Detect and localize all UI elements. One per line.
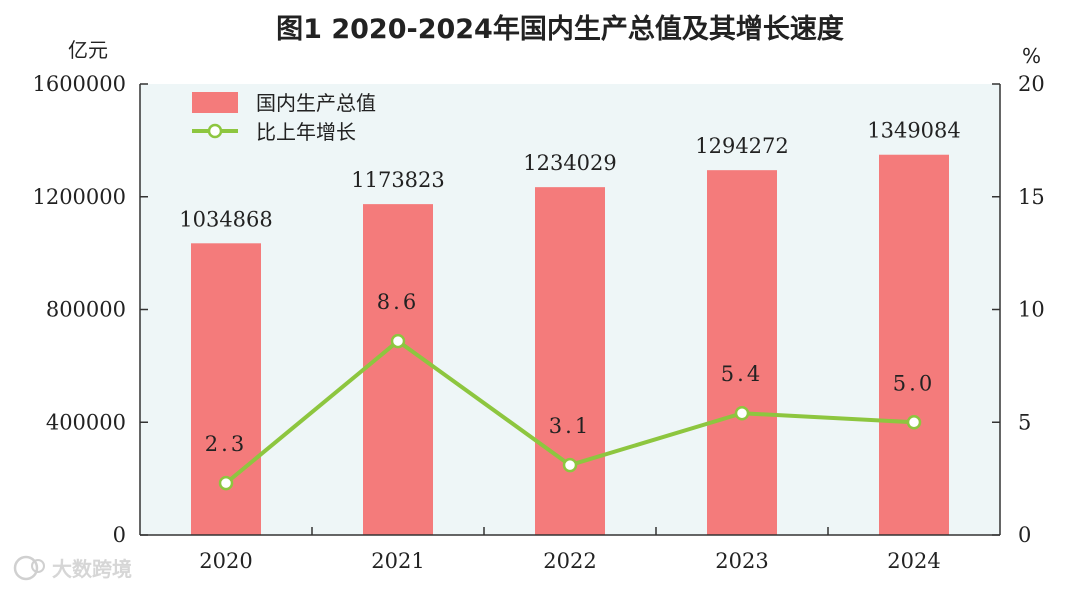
x-tick-label-2024: 2024 — [887, 549, 940, 573]
watermark: 大数跨境 — [13, 555, 132, 581]
point-growth-2021 — [390, 333, 406, 349]
legend-label-growth: 比上年增长 — [256, 120, 356, 144]
data-label-gdp-2023: 1294272 — [695, 134, 789, 158]
bar-gdp-2022 — [535, 187, 605, 535]
watermark-logo-dot-icon — [31, 559, 45, 573]
y-right-tick-label-15: 15 — [1018, 185, 1045, 209]
y-left-tick-label-1200000: 1200000 — [32, 185, 126, 209]
x-tick-label-2021: 2021 — [371, 549, 424, 573]
legend-label-gdp: 国内生产总值 — [256, 91, 376, 115]
point-growth-2023 — [734, 405, 750, 421]
point-growth-2022 — [562, 457, 578, 473]
data-label-gdp-2020: 1034868 — [179, 207, 273, 231]
bar-gdp-2020 — [191, 243, 261, 536]
y-left-tick-label-800000: 800000 — [46, 298, 126, 322]
point-growth-2024 — [906, 415, 922, 430]
y-right-tick-label-10: 10 — [1018, 298, 1045, 322]
x-tick-label-2020: 2020 — [199, 549, 252, 573]
y-left-tick-label-400000: 400000 — [46, 410, 126, 434]
legend: 国内生产总值 比上年增长 — [192, 91, 376, 144]
data-label-gdp-2024: 1349084 — [867, 119, 961, 143]
bar-gdp-2021 — [363, 204, 433, 535]
data-label-growth-2020: 2.3 — [205, 432, 247, 456]
x-tick-label-2023: 2023 — [715, 549, 768, 573]
y-left-tick-label-0: 0 — [113, 523, 126, 547]
point-growth-2020 — [218, 475, 234, 491]
data-label-growth-2022: 3.1 — [549, 414, 591, 438]
bar-gdp-2024 — [879, 154, 949, 536]
x-tick-label-2022: 2022 — [543, 549, 596, 573]
bar-gdp-2023 — [707, 170, 777, 536]
labels-layer: 1034868 1173823 1234029 1294272 1349084 2.3 8.… — [179, 119, 961, 456]
chart-title: 图1 2020-2024年国内生产总值及其增长速度 — [276, 13, 844, 45]
y-right-tick-label-5: 5 — [1018, 410, 1031, 434]
data-label-growth-2024: 5.0 — [893, 371, 935, 395]
y-right-tick-label-20: 20 — [1018, 72, 1045, 96]
legend-swatch-gdp — [192, 92, 238, 113]
y-right-tick-label-0: 0 — [1018, 523, 1031, 547]
data-label-gdp-2021: 1173823 — [351, 168, 445, 192]
y-left-tick-label-1600000: 1600000 — [32, 72, 126, 96]
y-left-unit: 亿元 — [68, 38, 108, 62]
bars-layer — [191, 154, 949, 536]
legend-marker-growth — [207, 123, 223, 139]
data-label-growth-2021: 8.6 — [377, 290, 419, 314]
data-label-gdp-2022: 1234029 — [523, 151, 617, 175]
data-label-growth-2023: 5.4 — [721, 362, 763, 386]
watermark-logo-icon — [13, 555, 39, 581]
watermark-text: 大数跨境 — [52, 557, 132, 581]
y-right-unit: % — [1022, 44, 1041, 68]
line-layer — [218, 333, 922, 491]
